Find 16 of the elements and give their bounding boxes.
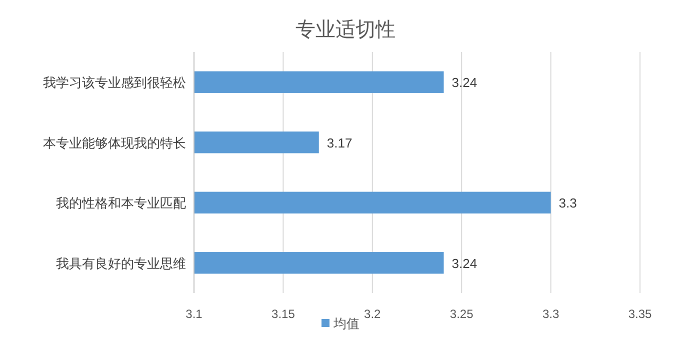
legend-label: 均值 (332, 316, 360, 331)
y-tick-label: 我的性格和本专业匹配 (56, 196, 186, 211)
x-tick-label: 3.15 (272, 307, 296, 321)
data-label: 3.24 (452, 256, 478, 271)
y-tick-label: 本专业能够体现我的特长 (43, 135, 186, 150)
y-tick-label: 我学习该专业感到很轻松 (43, 75, 186, 90)
data-label: 3.24 (452, 75, 478, 90)
x-tick-label: 3.35 (628, 307, 652, 321)
y-tick-label: 我具有良好的专业思维 (56, 256, 186, 271)
x-tick-label: 3.3 (542, 307, 560, 321)
data-label: 3.17 (326, 135, 352, 150)
x-tick-label: 3.2 (364, 307, 382, 321)
x-tick-label: 3.1 (186, 307, 203, 321)
data-label: 3.3 (558, 196, 577, 211)
x-tick-label: 3.25 (450, 307, 474, 321)
chart-title: 专业适切性 (296, 19, 396, 41)
